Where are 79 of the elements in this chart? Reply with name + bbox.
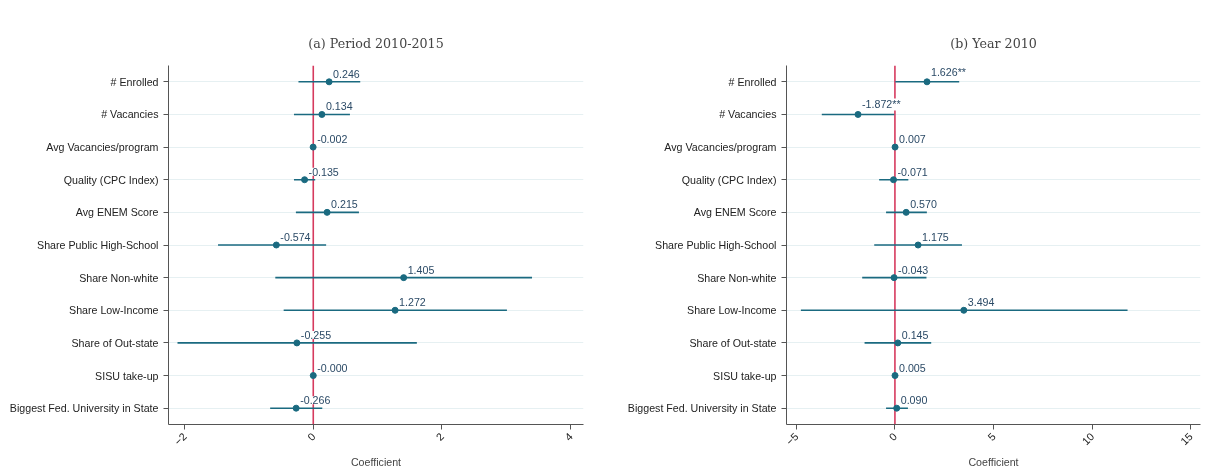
data-label: -0.574	[280, 231, 311, 243]
y-tick-label: SISU take-up	[95, 369, 159, 382]
data-label: -0.071	[897, 165, 928, 178]
data-label: -0.043	[898, 263, 929, 276]
data-label: 0.090	[900, 394, 928, 407]
point	[309, 143, 317, 151]
point	[890, 274, 898, 282]
point	[318, 110, 326, 118]
data-label: 1.405	[407, 263, 435, 276]
x-tick-label: 0	[304, 430, 318, 443]
y-tick-label: Share of Out-state	[71, 336, 159, 349]
data-label: -0.000	[317, 361, 348, 374]
x-tick-label: 15	[1178, 430, 1195, 448]
data-label: -0.002	[317, 133, 348, 146]
x-tick-label: −2	[171, 430, 189, 448]
x-axis-title: Coefficient	[350, 455, 402, 468]
x-tick-label: 5	[985, 430, 998, 443]
point	[400, 274, 408, 282]
point	[891, 143, 899, 151]
y-tick-label: Share of Out-state	[689, 336, 777, 349]
x-tick-label: −5	[783, 430, 801, 448]
data-label: 0.246	[333, 67, 360, 80]
y-tick-label: Avg ENEM Score	[693, 206, 777, 219]
y-tick-label: # Vacancies	[101, 108, 159, 121]
y-tick-label: Avg Vacancies/program	[46, 141, 159, 154]
x-tick-label: 0	[886, 430, 900, 443]
y-tick-label: Share Low-Income	[687, 304, 777, 317]
y-tick-label: Avg Vacancies/program	[664, 141, 777, 154]
chart-title: (a) Period 2010-2015	[308, 35, 444, 51]
data-label: 1.272	[399, 296, 426, 309]
y-tick-label: Quality (CPC Index)	[681, 173, 777, 186]
point	[293, 339, 301, 347]
x-tick-label: 10	[1079, 430, 1097, 448]
point	[914, 241, 922, 249]
point	[292, 404, 300, 412]
point	[894, 339, 902, 347]
x-tick-label: 4	[562, 430, 575, 443]
point	[890, 176, 898, 184]
y-tick-label: Biggest Fed. University in State	[9, 402, 159, 415]
point	[891, 372, 899, 380]
data-label: 0.145	[901, 328, 929, 341]
y-tick-label: # Enrolled	[728, 75, 777, 88]
data-label: -0.135	[308, 165, 339, 178]
point	[902, 208, 910, 216]
point	[309, 372, 317, 380]
y-tick-label: Quality (CPC Index)	[63, 173, 159, 186]
data-label: 0.005	[899, 361, 926, 374]
data-label: 0.570	[910, 198, 937, 211]
y-tick-label: Avg ENEM Score	[75, 206, 159, 219]
data-label: -1.872**	[862, 98, 901, 111]
y-tick-label: Share Public High-School	[655, 239, 777, 251]
data-label: 1.626**	[930, 65, 966, 78]
y-tick-label: Biggest Fed. University in State	[627, 402, 777, 415]
point	[923, 78, 931, 86]
point	[391, 306, 399, 314]
point	[325, 78, 333, 86]
y-tick-label: Share Non-white	[697, 271, 777, 284]
data-label: 3.494	[967, 296, 995, 309]
point	[960, 306, 968, 314]
point	[854, 110, 862, 118]
point	[272, 241, 280, 249]
data-label: 0.134	[325, 100, 353, 113]
point	[301, 176, 309, 184]
data-label: 0.007	[899, 133, 926, 146]
data-label: -0.255	[300, 328, 332, 341]
y-tick-label: Share Non-white	[79, 271, 159, 284]
point	[893, 404, 901, 412]
y-tick-label: SISU take-up	[713, 369, 777, 382]
x-axis-title: Coefficient	[968, 455, 1019, 468]
point	[323, 208, 331, 216]
data-label: -0.266	[300, 394, 331, 407]
chart-title: (b) Year 2010	[950, 35, 1037, 51]
data-label: 0.215	[331, 198, 358, 211]
x-tick-label: 2	[433, 430, 447, 443]
y-tick-label: # Enrolled	[110, 75, 159, 88]
y-tick-label: # Vacancies	[719, 108, 777, 121]
y-tick-label: Share Public High-School	[37, 239, 159, 251]
y-tick-label: Share Low-Income	[69, 304, 159, 317]
data-label: 1.175	[922, 231, 949, 243]
